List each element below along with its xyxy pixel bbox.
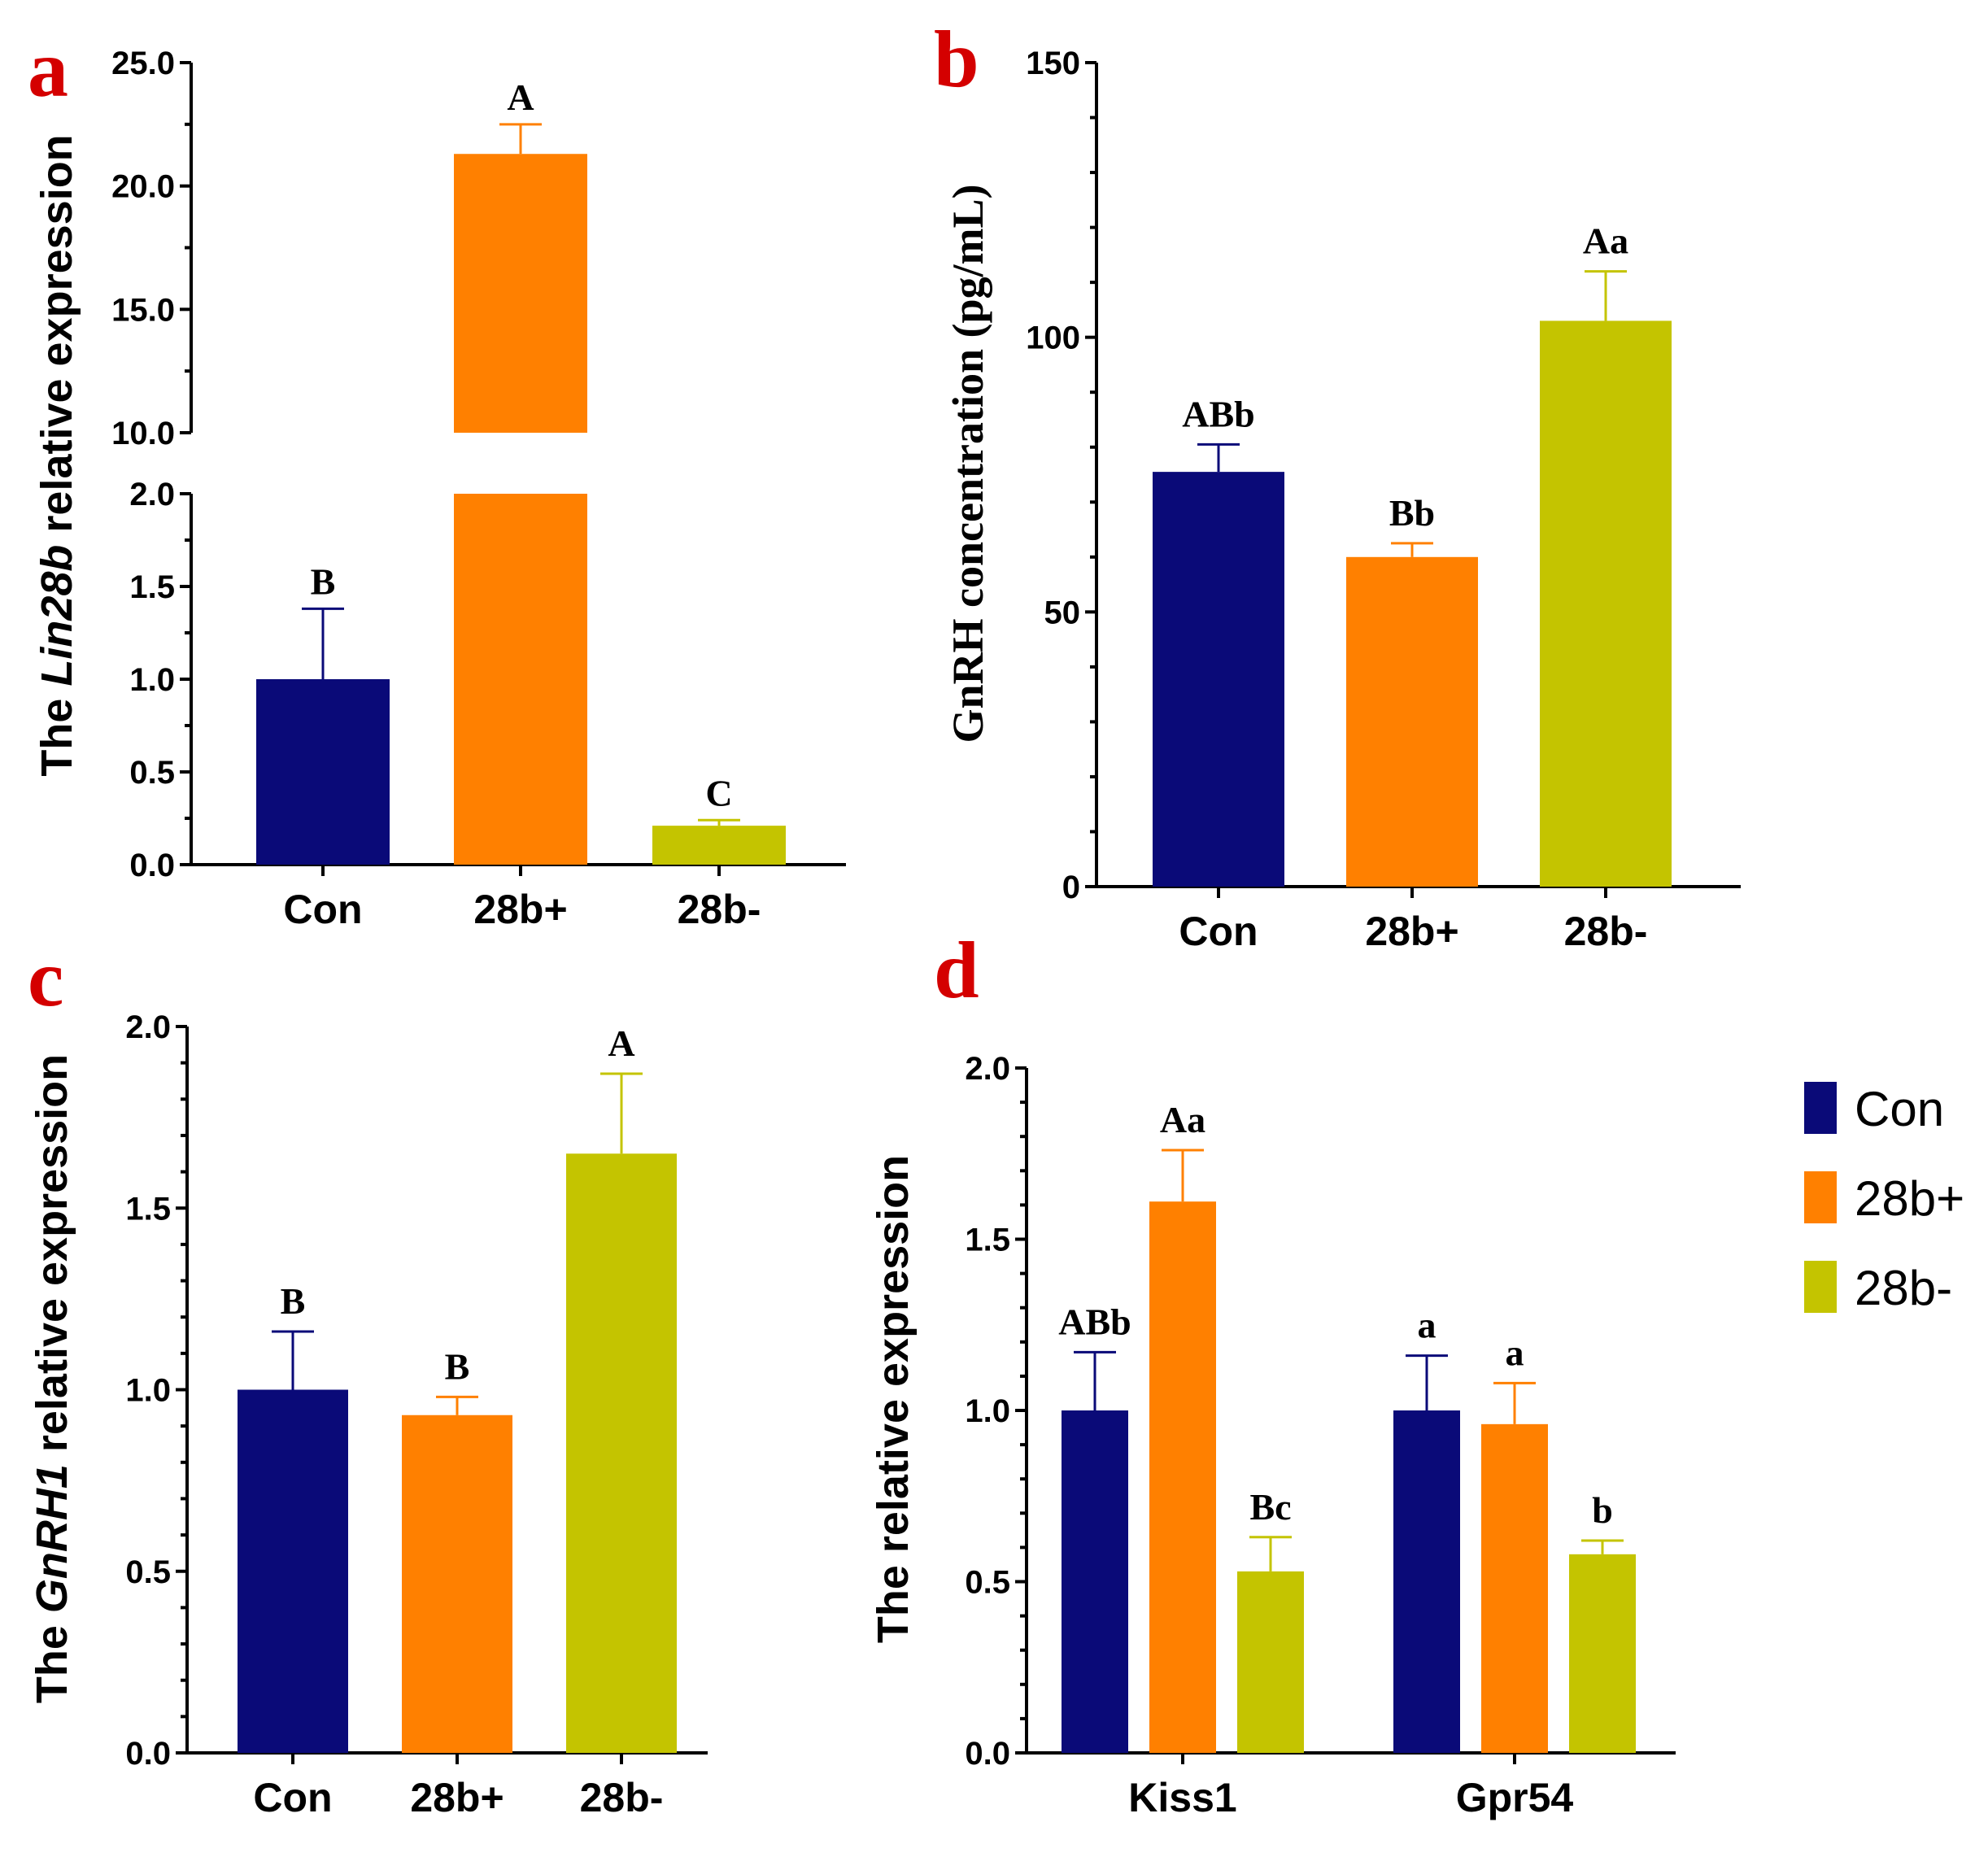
bar-Gpr54-28b+ — [1481, 1423, 1548, 1753]
bar-Con — [1153, 472, 1284, 887]
chart-panel-b: 0 50 100 150 ABb Con Bb 28b+ Aa 28b- GnRH concentr… — [944, 46, 1741, 954]
panel-letter-b: b — [934, 14, 979, 104]
sig-label-28b-: C — [705, 772, 732, 813]
y-tick-label: 50 — [1044, 595, 1081, 630]
x-tick-label-28b+: 28b+ — [410, 1775, 504, 1820]
y-tick-label: 0.0 — [965, 1736, 1010, 1772]
panel-letter-c: c — [28, 933, 63, 1023]
y-tick-label: 0.0 — [125, 1736, 171, 1772]
x-tick-label-28b-: 28b- — [678, 887, 761, 932]
sig-label-Kiss1-28b+: Aa — [1160, 1099, 1205, 1140]
sig-label-Kiss1-28b-: Bc — [1249, 1486, 1291, 1528]
x-tick-label-28b-: 28b- — [580, 1775, 664, 1820]
y-tick-label: 2.0 — [129, 477, 175, 512]
y-tick-label: 1.5 — [125, 1191, 171, 1227]
sig-label-28b+: Bb — [1389, 492, 1435, 534]
chart-panel-d: 0.0 0.5 1.0 1.5 2.0 ABb Aa Bc Kiss1 a a b Gpr54 The r… — [869, 1051, 1676, 1820]
y-tick-label: 100 — [1026, 320, 1080, 356]
y-tick-label: 1.0 — [129, 662, 175, 698]
bar-28b+ — [1346, 556, 1478, 887]
y-tick-label: 0 — [1062, 870, 1080, 905]
x-tick-label-28b-: 28b- — [1564, 909, 1648, 954]
sig-label-Con: ABb — [1182, 393, 1254, 434]
y-tick-label: 0.5 — [125, 1554, 171, 1590]
y-tick-label: 2.0 — [125, 1009, 171, 1045]
y-axis-label: The relative expression — [869, 1155, 918, 1643]
bar-Con — [238, 1389, 348, 1753]
bar-Gpr54-28b- — [1569, 1554, 1636, 1753]
panel-letter-a: a — [28, 24, 68, 114]
x-tick-label-28b+: 28b+ — [473, 887, 567, 932]
y-tick-label: 1.5 — [965, 1223, 1010, 1258]
legend-label-Con: Con — [1855, 1082, 1944, 1136]
y-tick-label: 25.0 — [111, 46, 175, 81]
y-tick-label: 1.0 — [965, 1393, 1010, 1429]
legend-swatch-Con — [1804, 1082, 1837, 1134]
x-tick-label-28b+: 28b+ — [1365, 909, 1458, 954]
y-tick-label: 0.5 — [965, 1565, 1010, 1601]
chart-panel-a: 0.0 0.5 1.0 1.5 2.0 10.0 15.0 20.0 25.0 B Con A 28b+… — [33, 46, 846, 932]
legend-swatch-28b- — [1804, 1261, 1837, 1313]
x-tick-label-Kiss1: Kiss1 — [1128, 1775, 1236, 1820]
bar-Kiss1-28b- — [1237, 1571, 1304, 1753]
y-tick-label: 150 — [1026, 46, 1080, 81]
sig-label-Gpr54-28b-: b — [1592, 1489, 1613, 1531]
y-tick-label: 1.0 — [125, 1373, 171, 1409]
sig-label-Con: B — [281, 1280, 306, 1322]
x-tick-label-Con: Con — [253, 1775, 332, 1820]
legend-label-28b-: 28b- — [1855, 1261, 1952, 1315]
sig-label-Gpr54-Con: a — [1418, 1305, 1437, 1346]
bar-28b+-lower — [454, 494, 587, 865]
bar-Kiss1-28b+ — [1149, 1201, 1216, 1753]
y-axis-label: GnRH concentration (pg/mL) — [944, 185, 992, 743]
bar-28b- — [1540, 320, 1672, 887]
sig-label-Kiss1-Con: ABb — [1058, 1301, 1131, 1342]
sig-label-28b+: B — [445, 1345, 470, 1387]
sig-label-28b+: A — [507, 76, 534, 118]
y-tick-label: 15.0 — [111, 292, 175, 328]
panel-letter-d: d — [934, 925, 979, 1015]
y-axis-label: The Lin28b relative expression — [33, 134, 81, 776]
y-tick-label: 0.5 — [129, 755, 175, 791]
legend: Con 28b+ 28b- — [1804, 1082, 1964, 1315]
sig-label-Con: B — [311, 560, 336, 602]
y-tick-label: 10.0 — [111, 416, 175, 451]
bar-Kiss1-Con — [1062, 1410, 1128, 1753]
bar-28b- — [652, 826, 786, 865]
x-tick-label-Gpr54: Gpr54 — [1456, 1775, 1574, 1820]
x-tick-label-Con: Con — [283, 887, 362, 932]
legend-label-28b+: 28b+ — [1855, 1171, 1964, 1226]
legend-swatch-28b+ — [1804, 1171, 1837, 1223]
sig-label-Gpr54-28b+: a — [1506, 1332, 1524, 1373]
y-tick-label: 20.0 — [111, 169, 175, 205]
sig-label-28b-: Aa — [1583, 220, 1628, 262]
y-tick-label: 1.5 — [129, 569, 175, 605]
bar-Gpr54-Con — [1393, 1410, 1460, 1753]
y-axis-label: The GnRH1 relative expression — [28, 1054, 76, 1703]
y-tick-label: 2.0 — [965, 1051, 1010, 1087]
y-tick-label: 0.0 — [129, 848, 175, 883]
bar-28b+ — [402, 1415, 512, 1753]
x-tick-label-Con: Con — [1179, 909, 1258, 954]
bar-Con — [256, 679, 390, 865]
bar-28b+-upper — [454, 154, 587, 433]
chart-panel-c: 0.0 0.5 1.0 1.5 2.0 B Con B 28b+ A 28b- The GnRH1 r… — [28, 1009, 708, 1820]
sig-label-28b-: A — [608, 1022, 634, 1064]
bar-28b- — [566, 1153, 677, 1753]
